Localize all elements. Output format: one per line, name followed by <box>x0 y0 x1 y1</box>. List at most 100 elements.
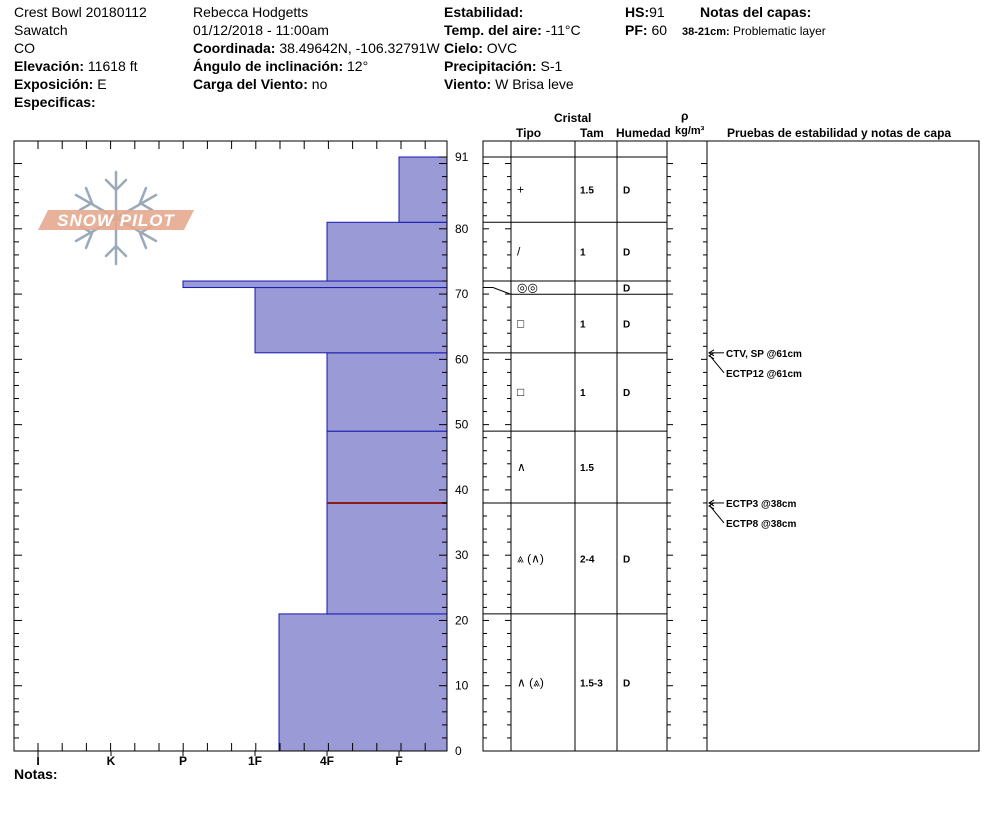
slope-row: Ángulo de inclinación: 12° <box>193 58 368 75</box>
test-pointer <box>709 355 725 374</box>
elevation-label: Elevación: <box>14 58 85 74</box>
wind-value: W Brisa leve <box>495 76 574 92</box>
wind-row: Viento: W Brisa leve <box>444 76 574 93</box>
depth-tick-label: 70 <box>455 287 469 301</box>
site-name: Crest Bowl 20180112 <box>14 4 147 20</box>
table-border <box>482 140 980 752</box>
slope-value: 12° <box>347 58 369 74</box>
specifics-label: Especificas: <box>14 94 96 110</box>
grain-type: ∧ <box>517 460 526 474</box>
stability-test-label: CTV, SP @61cm <box>726 349 802 360</box>
hardness-bar <box>326 221 448 282</box>
state: CO <box>14 40 35 56</box>
layer-notes-title: Notas del capas: <box>700 4 812 20</box>
moisture: D <box>623 248 630 259</box>
arrow-icon <box>708 352 715 360</box>
pf-label: PF: <box>625 22 648 38</box>
hardness-bar <box>398 156 448 223</box>
grain-size: 1 <box>580 320 586 331</box>
depth-axis: 0 10 20 30 40 50 60 70 80 91 <box>14 150 469 758</box>
stability-tests: ECTP3 @38cm ECTP8 @38cm CTV, SP @61cm ECTP1… <box>708 349 802 530</box>
hardness-tick-label: P <box>179 754 187 768</box>
coordinate-value: 38.49642N, -106.32791W <box>279 40 440 56</box>
hardness-tick-label: 1F <box>248 754 262 768</box>
plot-border <box>13 140 448 752</box>
moisture: D <box>623 186 630 197</box>
hardness-bar <box>254 287 448 354</box>
air-temp-value: -11°C <box>545 22 581 38</box>
grain-type: ◎◎ <box>517 281 538 295</box>
elevation-value: 11618 ft <box>87 58 138 74</box>
layer-note: 38-21cm: Problematic layer <box>682 23 826 41</box>
hardness-tick-label: F <box>395 754 402 768</box>
arrow-icon <box>708 502 715 510</box>
hardness-tick-label: 4F <box>320 754 334 768</box>
hardness-tick-label: K <box>107 754 116 768</box>
sky-row: Cielo: OVC <box>444 40 517 57</box>
slope-label: Ángulo de inclinación: <box>193 58 344 74</box>
hardness-layers <box>182 156 448 752</box>
arrow-icon <box>708 349 715 357</box>
sky-label: Cielo: <box>444 40 483 56</box>
layer-table: +1.5 D / 1 D ◎◎ D □ 1 D □ 1 D ∧ 1.5 ⩓ (∧) 2-4 D ∧ (⩓) 1.5-3… <box>482 140 980 752</box>
layer-note-text: Problematic layer <box>733 24 826 38</box>
grain-type: ∧ (⩓) <box>517 675 544 689</box>
mountain-range: Sawatch <box>14 22 68 38</box>
moisture: D <box>623 678 630 689</box>
moisture-header: Humedad <box>616 126 671 140</box>
hs-row: HS:91 <box>625 4 665 21</box>
datetime: 01/12/2018 - 11:00am <box>193 22 329 38</box>
pf-value: 60 <box>651 22 668 38</box>
depth-tick-label: 10 <box>455 679 469 693</box>
grain-type: ⩓ (∧) <box>517 551 544 565</box>
sky-value: OVC <box>486 40 518 56</box>
grain-size: 1.5 <box>580 463 594 474</box>
wind-label: Viento: <box>444 76 492 92</box>
air-temp-label: Temp. del aire: <box>444 22 542 38</box>
coordinate-label: Coordinada: <box>193 40 276 56</box>
depth-tick-label: 30 <box>455 548 469 562</box>
density-unit-header: kg/m³ <box>675 125 705 137</box>
grain-type: □ <box>517 385 524 399</box>
precip-row: Precipitación: S-1 <box>444 58 562 75</box>
precip-value: S-1 <box>540 58 563 74</box>
grain-type: + <box>517 183 524 197</box>
depth-tick-label: 80 <box>455 222 469 236</box>
wind-load-label: Carga del Viento: <box>193 76 308 92</box>
hardness-bar <box>326 502 448 615</box>
aspect-label: Exposición: <box>14 76 94 92</box>
test-pointer <box>709 505 725 524</box>
layer-connector <box>483 287 512 295</box>
grain-size: 1.5 <box>580 186 594 197</box>
hardness-bar <box>326 430 448 504</box>
elevation-row: Elevación: 11618 ft <box>14 58 137 75</box>
air-temp-row: Temp. del aire: -11°C <box>444 22 581 39</box>
stability-test-label: ECTP12 @61cm <box>726 369 802 380</box>
hardness-bar <box>326 352 448 432</box>
pf-row: PF: 60 <box>625 22 667 39</box>
hardness-tick-label: I <box>36 754 39 768</box>
aspect-row: Exposición: E <box>14 76 107 93</box>
hardness-bar <box>278 613 448 752</box>
crystal-header: Cristal <box>554 111 592 125</box>
stability-test-label: ECTP3 @38cm <box>726 499 796 510</box>
hardness-axis: I K P 1F 4F F <box>36 141 426 768</box>
wind-load-row: Carga del Viento: no <box>193 76 327 93</box>
grain-size: 1 <box>580 388 586 399</box>
type-header: Tipo <box>516 126 542 140</box>
arrow-icon <box>708 499 715 507</box>
precip-label: Precipitación: <box>444 58 537 74</box>
stability-test-label: ECTP8 @38cm <box>726 519 796 530</box>
layer-note-range: 38-21cm: <box>682 26 730 38</box>
rho-header: ρ <box>681 109 689 123</box>
size-header: Tam <box>580 126 604 140</box>
depth-tick-label: 0 <box>455 744 462 758</box>
depth-tick-label: 20 <box>455 613 469 627</box>
depth-tick-label: 91 <box>455 150 469 164</box>
grain-type: □ <box>517 317 524 331</box>
hs-label: HS: <box>625 4 650 20</box>
chart-frame <box>13 140 448 752</box>
depth-tick-label: 50 <box>455 418 469 432</box>
wind-load-value: no <box>311 76 328 92</box>
